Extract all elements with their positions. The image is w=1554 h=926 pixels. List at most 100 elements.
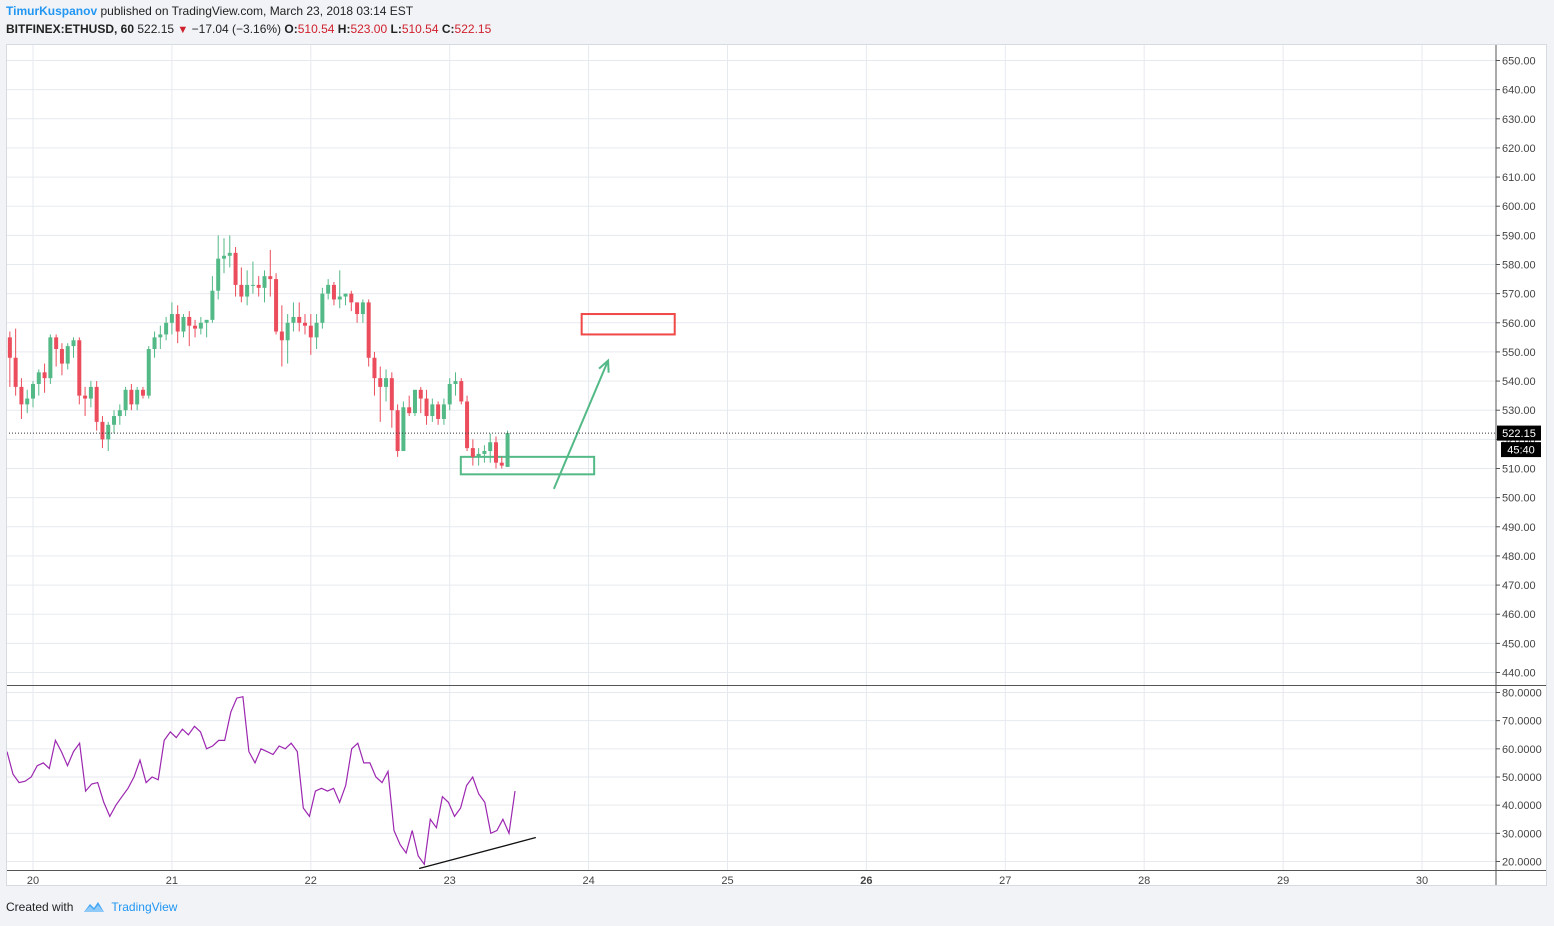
candle-up [123,389,128,411]
candle-down [54,337,59,350]
candle-up [48,337,53,379]
candle-down [193,325,198,329]
candle-up [36,372,41,384]
candle-up [221,255,226,259]
candle-up [216,258,221,291]
price-tick-label: 610.00 [1502,172,1536,184]
candle-down [372,357,377,379]
tradingview-logo-icon[interactable] [83,900,105,914]
price-tick-label: 540.00 [1502,376,1536,388]
time-axis[interactable]: 20 21 22 23 24 25 26 27 28 29 30 [27,875,1428,887]
rsi-axis[interactable]: 80.0000 70.0000 60.0000 50.0000 40.0000 30.00… [1496,688,1542,869]
candle-down [389,378,394,411]
price-tick-label: 530.00 [1502,405,1536,417]
low-value: 510.54 [401,22,439,36]
symbol-legend: BITFINEX:ETHUSD, 60 522.15 ▼ −17.04 (−3.… [6,21,491,39]
candle-up [106,424,111,440]
candle-up [291,316,296,323]
last-price-text: 522.15 [137,22,175,36]
symbol-label[interactable]: BITFINEX:ETHUSD, 60 [6,22,135,36]
price-tick-label: 500.00 [1502,493,1536,505]
candle-down [465,401,470,449]
time-tick-label: 29 [1277,875,1289,887]
publish-info: TimurKuspanov published on TradingView.c… [6,3,491,20]
candle-down [279,331,284,341]
candle-up [262,276,267,288]
last-price-tag [1497,425,1541,441]
candle-up [65,346,70,364]
candle-up [320,293,325,323]
author-link[interactable]: TimurKuspanov [6,4,98,18]
candle-up [430,404,435,417]
candle-up [488,442,493,452]
candle-up [210,290,215,320]
tradingview-link[interactable]: TradingView [111,900,178,914]
rsi-tick-label: 80.0000 [1502,688,1542,700]
candle-down [366,302,371,358]
drawings[interactable] [459,313,676,490]
candle-down [308,325,313,338]
candle-down [239,284,244,297]
candle-down [407,407,412,414]
candle-up [25,398,30,405]
candle-down [77,340,82,396]
candle-down [424,398,429,417]
candle-up [285,322,290,341]
candle-up [412,389,417,414]
candle-down [268,276,273,280]
candle-up [476,453,481,457]
candle-down [378,378,383,387]
candle-down [59,349,64,364]
rsi-pane [6,695,536,870]
candle-down [7,337,12,358]
rsi-tick-label: 30.0000 [1502,828,1542,840]
candle-down [187,316,192,326]
price-tick-label: 580.00 [1502,260,1536,272]
rsi-tick-label: 60.0000 [1502,744,1542,756]
candle-up [453,381,458,384]
price-tick-label: 600.00 [1502,201,1536,213]
candle-up [482,451,487,454]
candle-up [326,284,331,294]
candle-up [198,322,203,329]
candle-down [256,284,261,288]
candle-up [135,389,140,405]
arrow-head-icon [598,358,610,373]
candle-up [384,378,389,387]
last-price-tags: 522.15 45:40 [1497,425,1541,458]
change-text: −17.04 (−3.16%) [191,22,282,36]
candle-down [274,279,279,332]
last-price-tag-label: 522.15 [1502,428,1536,440]
candle-down [297,316,302,323]
candle-up [146,349,151,396]
published-text: published on TradingView.com, March 23, … [100,4,414,18]
candle-up [112,416,117,425]
pane-frame [6,44,1547,886]
time-tick-label: 25 [721,875,733,887]
candle-down [175,314,180,332]
candle-down [494,442,498,463]
candle-up [245,284,250,297]
price-tick-label: 440.00 [1502,668,1536,680]
candle-up [71,340,76,347]
price-tick-label: 460.00 [1502,609,1536,621]
price-tick-label: 650.00 [1502,56,1536,68]
candle-up [158,334,163,338]
candle-down [470,448,475,457]
price-tick-label: 620.00 [1502,143,1536,155]
chart-background [6,44,1547,886]
candle-up [441,404,446,419]
candle-down [303,322,308,326]
time-tick-label: 22 [305,875,317,887]
price-tick-label: 630.00 [1502,114,1536,126]
price-tick-label: 480.00 [1502,551,1536,563]
candle-down [418,389,423,399]
footer: Created with TradingView [6,900,177,914]
grid-lines [6,44,1496,870]
price-tick-label: 560.00 [1502,318,1536,330]
candle-up [401,407,406,452]
candle-up [31,383,35,399]
candle-up [117,410,122,417]
rsi-divergence-line [418,836,536,870]
